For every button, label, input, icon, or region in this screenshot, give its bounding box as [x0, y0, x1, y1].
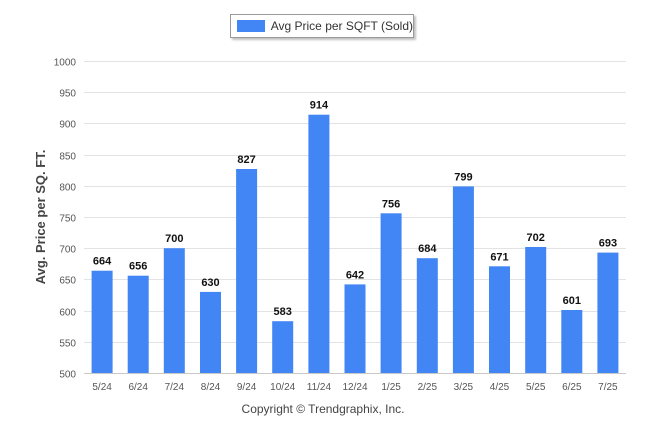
data-label: 684 — [418, 243, 437, 255]
x-tick-label: 9/24 — [237, 382, 257, 393]
bar — [597, 252, 619, 373]
x-tick-label: 4/25 — [490, 382, 510, 393]
bar — [344, 284, 366, 373]
y-tick-label: 950 — [59, 89, 76, 100]
y-tick-label: 900 — [59, 120, 76, 131]
bar — [272, 321, 294, 373]
bar — [236, 169, 258, 373]
data-label: 601 — [563, 295, 581, 307]
x-tick-label: 5/25 — [526, 382, 546, 393]
x-tick-label: 7/24 — [165, 382, 185, 393]
legend-label: Avg Price per SQFT (Sold) — [270, 19, 413, 33]
y-tick-label: 600 — [59, 308, 76, 319]
bar — [489, 266, 510, 373]
x-tick-label: 5/24 — [92, 382, 112, 393]
bar — [380, 213, 402, 373]
x-tick-label: 6/24 — [128, 382, 148, 393]
y-tick-label: 550 — [59, 339, 76, 350]
data-label: 827 — [237, 154, 255, 166]
data-label: 700 — [165, 233, 183, 245]
data-label: 799 — [454, 171, 472, 183]
y-tick-label: 650 — [59, 276, 76, 287]
bar — [416, 258, 438, 373]
y-tick-label: 1000 — [54, 58, 77, 69]
x-tick-label: 11/24 — [307, 382, 332, 393]
copyright-footer: Copyright © Trendgraphix, Inc. — [241, 402, 405, 416]
data-label: 664 — [93, 256, 112, 268]
x-tick-label: 12/24 — [342, 382, 367, 393]
y-tick-label: 800 — [59, 183, 76, 194]
y-tick-label: 700 — [59, 245, 76, 256]
data-label: 583 — [274, 306, 292, 318]
data-label: 693 — [599, 238, 617, 250]
legend: Avg Price per SQFT (Sold) — [230, 14, 414, 38]
bar — [163, 248, 185, 373]
x-tick-label: 7/25 — [598, 382, 618, 393]
bar — [308, 114, 330, 373]
x-tick-label: 6/25 — [562, 382, 582, 393]
bar — [200, 291, 221, 373]
bar — [561, 310, 583, 373]
y-tick-label: 850 — [59, 152, 76, 163]
data-label: 630 — [201, 277, 219, 289]
y-tick-label: 750 — [59, 214, 76, 225]
x-tick-label: 2/25 — [418, 382, 438, 393]
x-tick-label: 3/25 — [454, 382, 474, 393]
x-tick-label: 1/25 — [381, 382, 401, 393]
bar — [127, 275, 149, 373]
y-tick-label: 500 — [59, 370, 76, 381]
x-tick-label: 8/24 — [201, 382, 221, 393]
bar — [452, 186, 474, 373]
data-label: 702 — [527, 232, 545, 244]
data-label: 642 — [346, 269, 364, 281]
data-label: 671 — [490, 251, 508, 263]
bar — [91, 270, 113, 373]
x-tick-label: 10/24 — [270, 382, 295, 393]
data-label: 914 — [310, 100, 329, 112]
data-label: 656 — [129, 261, 147, 273]
data-label: 756 — [382, 198, 400, 210]
legend-swatch — [237, 20, 265, 32]
bar — [525, 247, 547, 373]
